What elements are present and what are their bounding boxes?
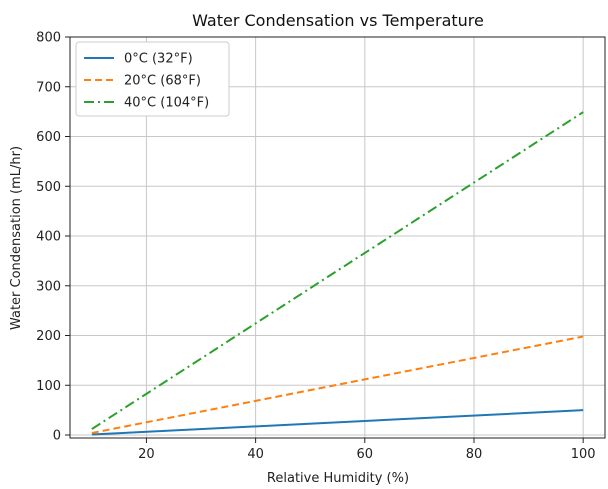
series-line-2 <box>91 335 584 435</box>
y-tick-label: 600 <box>36 130 61 145</box>
x-tick-label: 100 <box>571 447 596 462</box>
y-tick-label: 400 <box>36 230 61 245</box>
legend-entries: 0°C (32°F) 20°C (68°F) 40°C (104°F) <box>84 52 209 111</box>
y-tick-label: 0 <box>53 429 61 444</box>
x-axis-label: Relative Humidity (%) <box>267 471 409 486</box>
x-tick-label: 40 <box>247 447 264 462</box>
y-tick-label: 200 <box>36 329 61 344</box>
y-tick-label: 800 <box>36 31 61 46</box>
chart-title: Water Condensation vs Temperature <box>192 11 484 30</box>
legend-label-1: 0°C (32°F) <box>124 52 193 67</box>
y-tick-label: 300 <box>36 279 61 294</box>
legend-label-2: 20°C (68°F) <box>124 74 201 89</box>
y-tick-label: 100 <box>36 379 61 394</box>
series-lines <box>91 111 584 436</box>
legend: 0°C (32°F) 20°C (68°F) 40°C (104°F) <box>75 41 230 117</box>
x-tick-label: 60 <box>357 447 374 462</box>
series-line-1 <box>91 409 584 436</box>
axis-ticks: 20 40 60 80 100 0 100 200 300 400 500 600 700 800 <box>36 31 595 463</box>
legend-box <box>75 41 230 117</box>
y-tick-label: 700 <box>36 80 61 95</box>
series-line-3 <box>91 111 584 430</box>
x-tick-label: 20 <box>138 447 155 462</box>
plot-area-frame <box>69 36 606 439</box>
y-tick-label: 500 <box>36 180 61 195</box>
y-axis-label: Water Condensation (mL/hr) <box>9 146 24 330</box>
legend-label-3: 40°C (104°F) <box>124 96 209 111</box>
x-tick-label: 80 <box>466 447 483 462</box>
